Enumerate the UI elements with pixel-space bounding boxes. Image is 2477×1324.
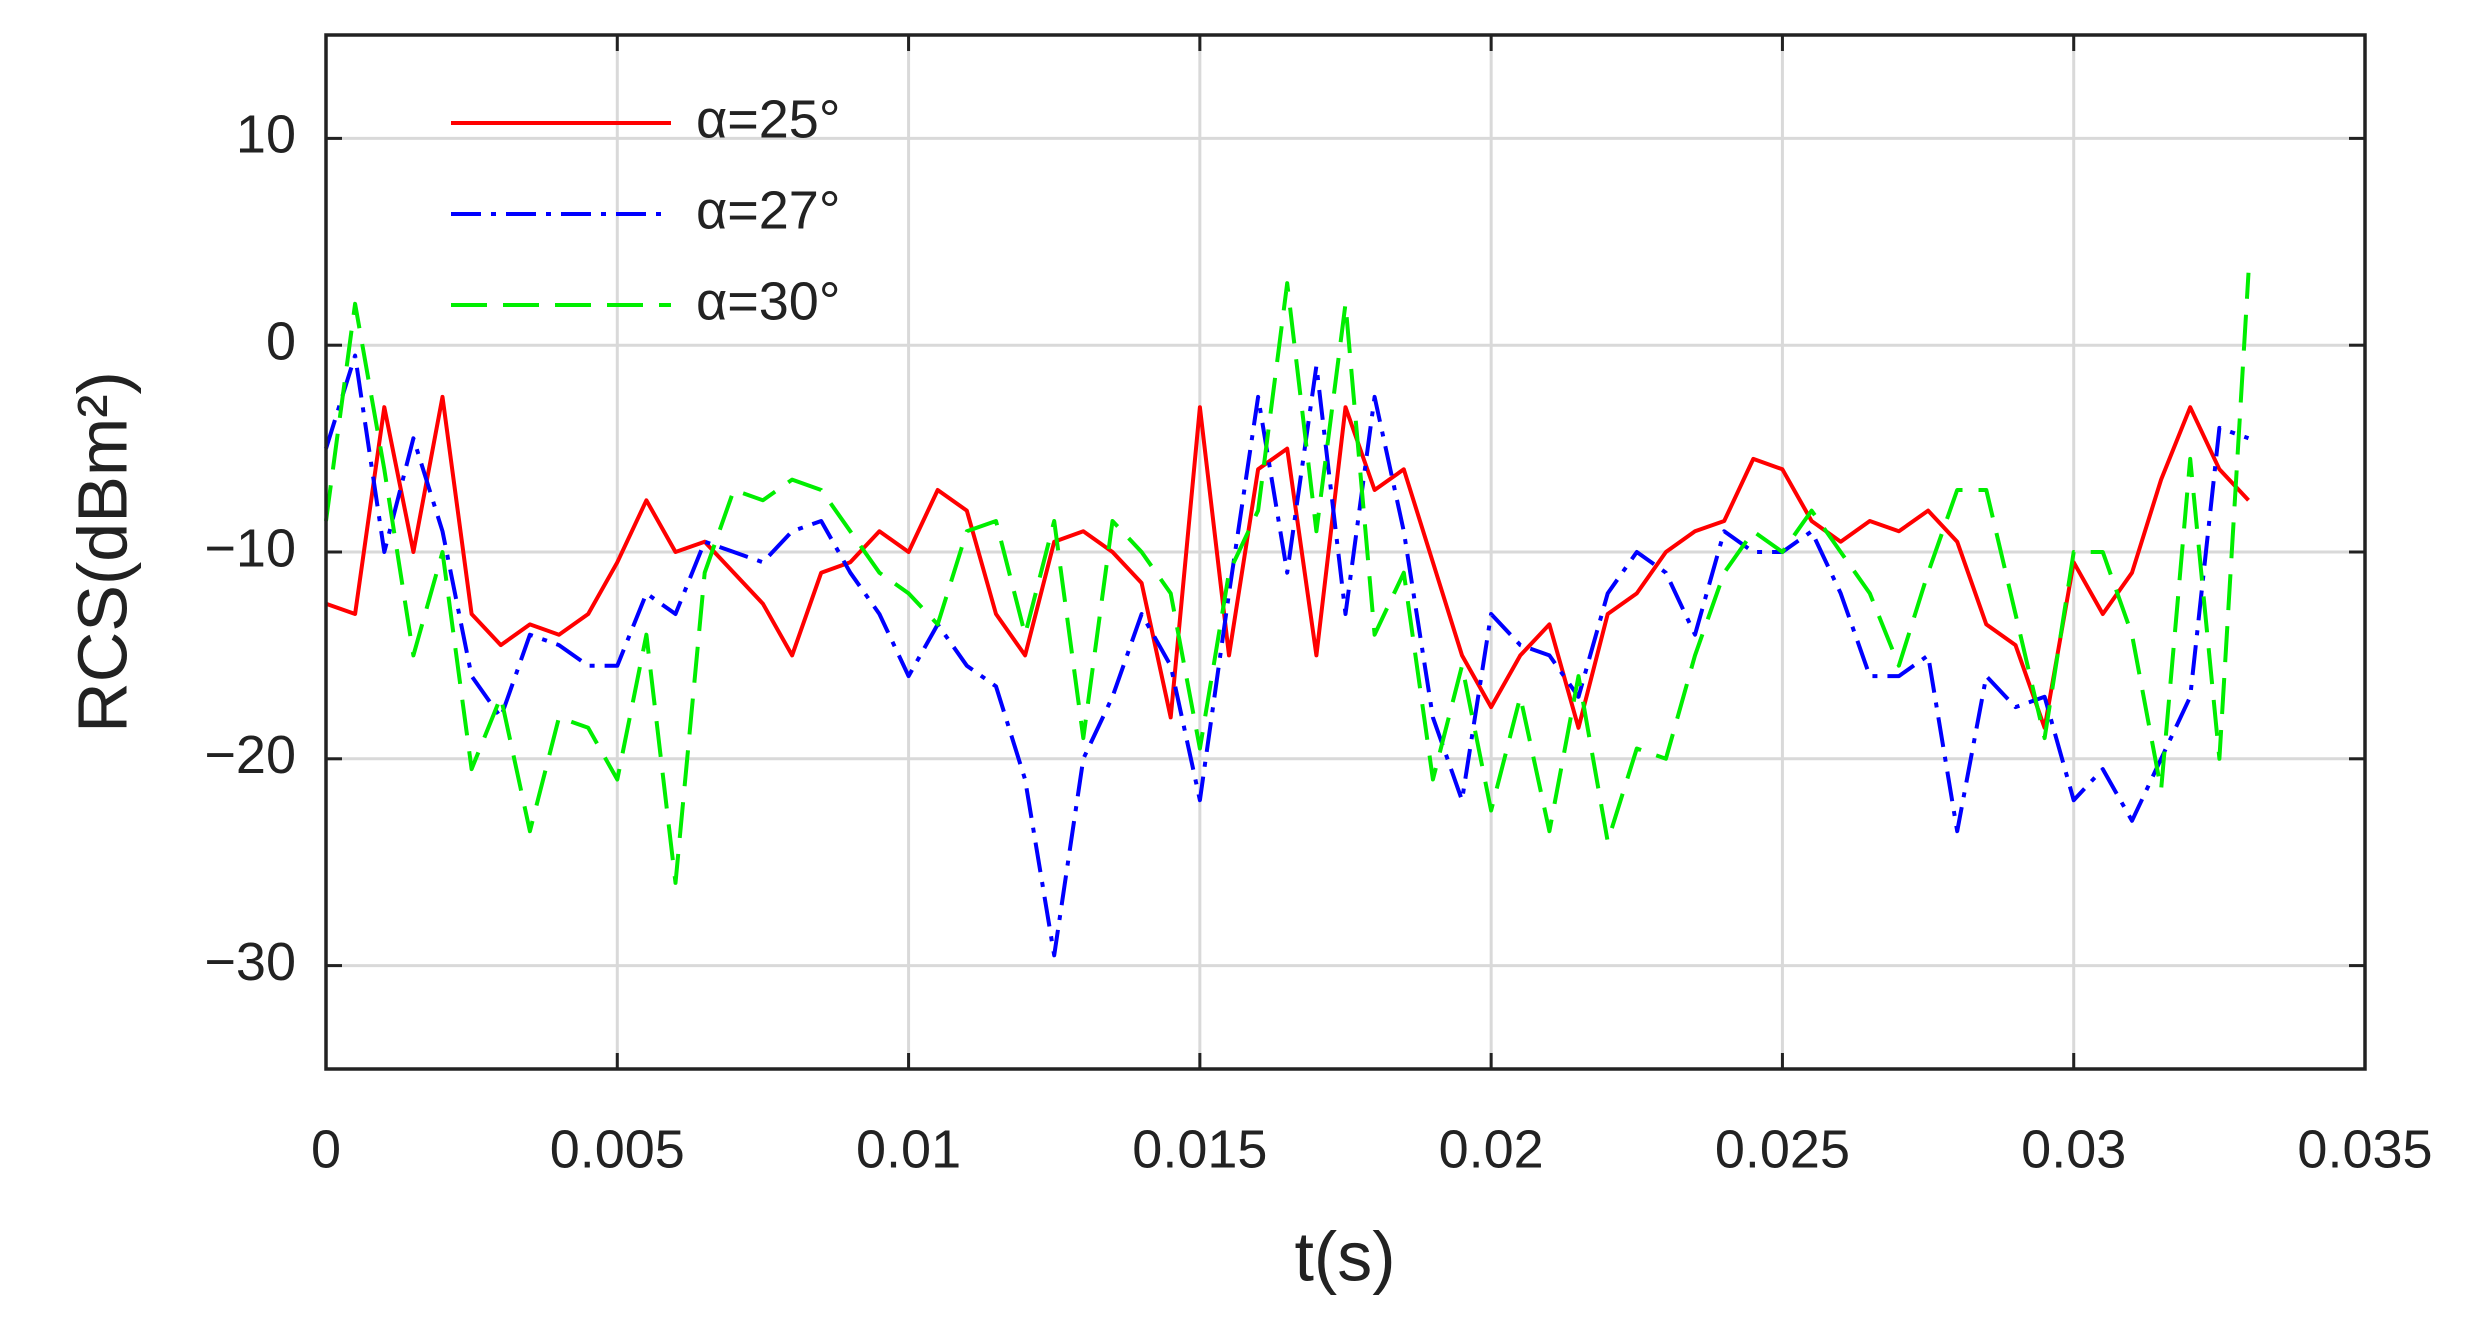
- x-tick-label: 0.03: [2021, 1119, 2126, 1179]
- x-tick-label: 0.005: [550, 1119, 685, 1179]
- data-line: [325, 394, 2250, 730]
- legend-label: α=27°: [696, 180, 840, 240]
- x-tick-label: 0.025: [1715, 1119, 1850, 1179]
- x-tick-label: 0.015: [1132, 1119, 1267, 1179]
- y-tick-label: −10: [204, 518, 296, 578]
- x-tick-label: 0.01: [856, 1119, 961, 1179]
- x-axis-label: t(s): [1294, 1217, 1395, 1295]
- y-axis-label: RCS(dBm²): [63, 371, 141, 733]
- x-tick-label: 0: [311, 1119, 341, 1179]
- y-tick-label: −30: [204, 932, 296, 992]
- y-tick-label: 0: [266, 311, 296, 371]
- plot-frame: [324, 33, 2367, 1071]
- data-line: [324, 353, 2250, 958]
- y-tick-label: −20: [204, 725, 296, 785]
- y-tick-label: 10: [236, 105, 296, 165]
- legend-label: α=30°: [696, 271, 840, 331]
- x-tick-label: 0.035: [2297, 1119, 2432, 1179]
- x-tick-label: 0.02: [1439, 1119, 1544, 1179]
- legend-label: α=25°: [696, 89, 840, 149]
- data-line: [324, 272, 2251, 885]
